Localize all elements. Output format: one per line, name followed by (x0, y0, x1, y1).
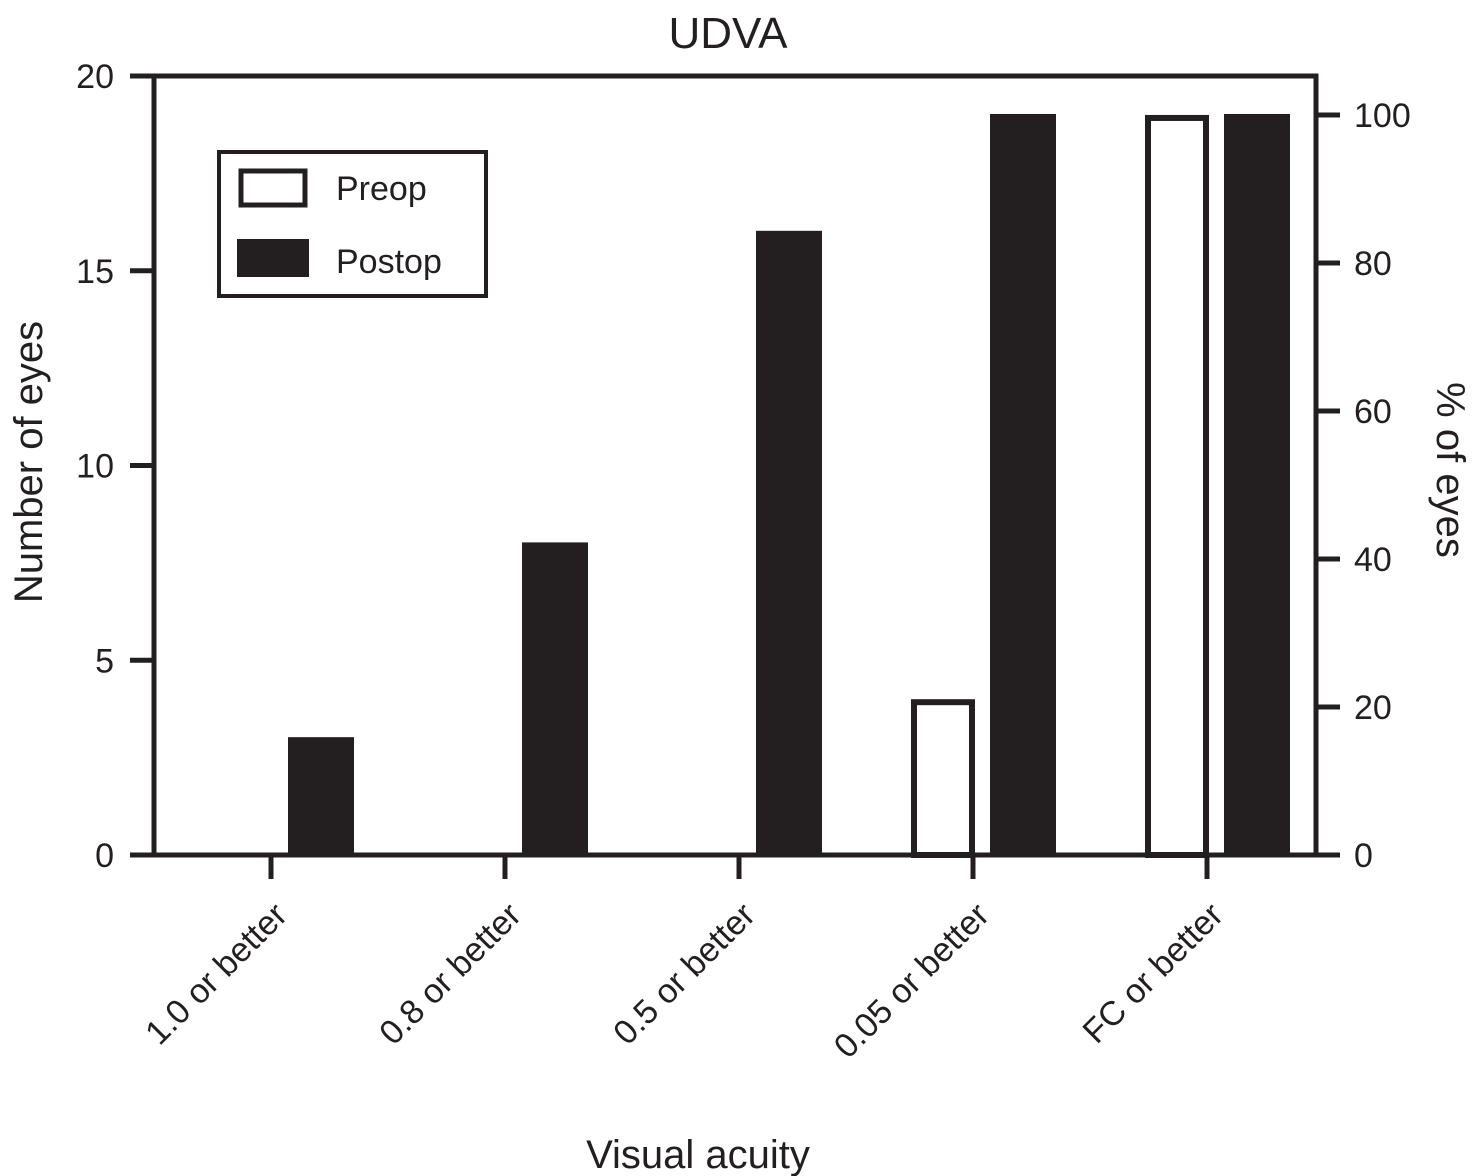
legend: Preop Postop (217, 150, 488, 298)
y-tick-label: 10 (76, 448, 114, 486)
x-tick-label: FC or better (1076, 896, 1231, 1051)
y-tick-label: 0 (95, 837, 114, 875)
y-tick-label: 20 (76, 58, 114, 96)
x-tick-label: 1.0 or better (138, 896, 295, 1053)
x-tick-label: 0.05 or better (827, 896, 997, 1066)
y-axis-label: Number of eyes (7, 321, 51, 603)
x-tick-label: 0.8 or better (372, 896, 529, 1053)
bar-preop (1145, 114, 1209, 858)
bar-postop (990, 113, 1056, 856)
bar-postop (756, 230, 822, 857)
y2-tick-label: 60 (1354, 393, 1392, 431)
legend-swatch-preop (238, 168, 308, 208)
y2-tick-label: 20 (1354, 689, 1392, 727)
bar-preop (911, 699, 975, 859)
y2-axis-label: % of eyes (1428, 382, 1472, 558)
legend-swatch-postop (237, 239, 309, 277)
chart-title: UDVA (669, 9, 789, 58)
y-tick-label: 5 (95, 642, 114, 680)
bar-postop (522, 542, 588, 857)
y2-tick-label: 0 (1354, 837, 1373, 875)
y2-tick-label: 80 (1354, 245, 1392, 283)
y2-tick-label: 100 (1354, 97, 1411, 135)
x-axis-label: Visual acuity (586, 1133, 810, 1176)
y-tick-label: 15 (76, 253, 114, 291)
bar-postop (1224, 113, 1290, 856)
legend-label-postop: Postop (336, 243, 442, 281)
legend-label-preop: Preop (336, 170, 427, 208)
x-tick-label: 0.5 or better (606, 896, 763, 1053)
y2-tick-label: 40 (1354, 541, 1392, 579)
bar-postop (288, 737, 354, 857)
